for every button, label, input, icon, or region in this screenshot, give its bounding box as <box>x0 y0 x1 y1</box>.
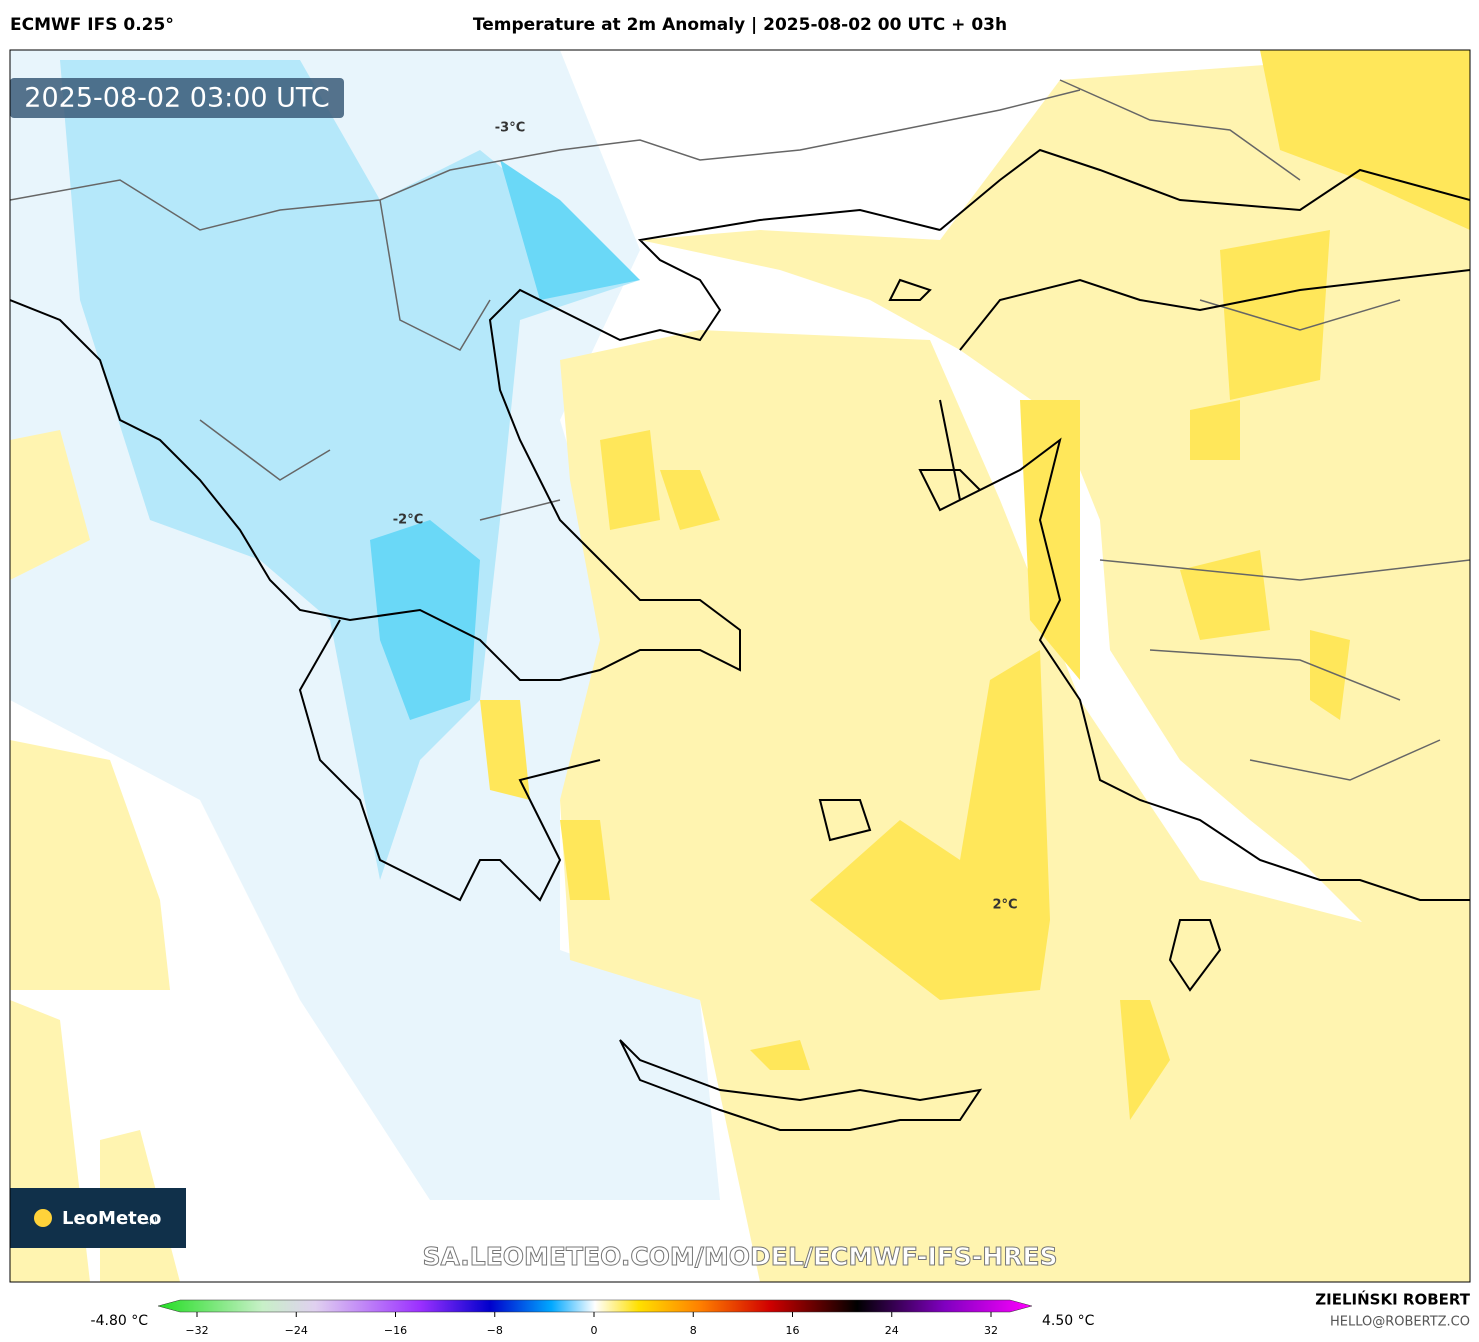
colorbar-tick-label: −32 <box>185 1324 208 1337</box>
borders <box>10 79 1470 781</box>
model-name: ECMWF IFS 0.25° <box>10 15 174 35</box>
colorbar-tick-label: 32 <box>984 1324 998 1337</box>
time-box <box>10 78 344 118</box>
contour-label: -3°C <box>495 121 525 136</box>
colorbar-max: 4.50 °C <box>1042 1313 1095 1329</box>
colorbar-tick-label: 24 <box>885 1324 899 1337</box>
coastline <box>10 148 1470 1131</box>
map-frame <box>9 49 1471 1283</box>
logo-suffix: .pl <box>147 1217 157 1226</box>
valid-time: 2025-08-02 03:00 UTC <box>24 83 329 114</box>
contour-label: 2°C <box>992 898 1017 913</box>
watermark: SA.LEOMETEO.COM/MODEL/ECMWF-IFS-HRES <box>422 1242 1057 1271</box>
colorbar-tick-label: 0 <box>591 1324 598 1337</box>
cool-area <box>60 60 640 880</box>
colorbar-tick-label: 16 <box>786 1324 800 1337</box>
author: ZIELIŃSKI ROBERT <box>1315 1290 1470 1309</box>
email: HELLO@ROBERTZ.CO <box>1330 1315 1470 1330</box>
warm-core <box>480 50 1470 1120</box>
warm-area <box>10 430 180 1282</box>
colorbar-tick-label: −16 <box>384 1324 407 1337</box>
map-title: Temperature at 2m Anomaly | 2025-08-02 0… <box>473 15 1007 35</box>
colorbar-min: -4.80 °C <box>91 1313 149 1329</box>
map-area: -3°C -2°C 2°C 2025-08-02 03:00 UTC LeoMe… <box>10 50 1470 1282</box>
colorbar-tick-label: −24 <box>285 1324 308 1337</box>
logo-sun <box>34 1209 52 1227</box>
colorbar <box>157 1299 1033 1313</box>
colorbar-tick-label: −8 <box>487 1324 503 1337</box>
cold-area <box>370 160 700 720</box>
colorbar-tick-label: 8 <box>690 1324 697 1337</box>
contour-label: -2°C <box>393 513 423 528</box>
logo-name: LeoMeteo <box>62 1208 161 1229</box>
